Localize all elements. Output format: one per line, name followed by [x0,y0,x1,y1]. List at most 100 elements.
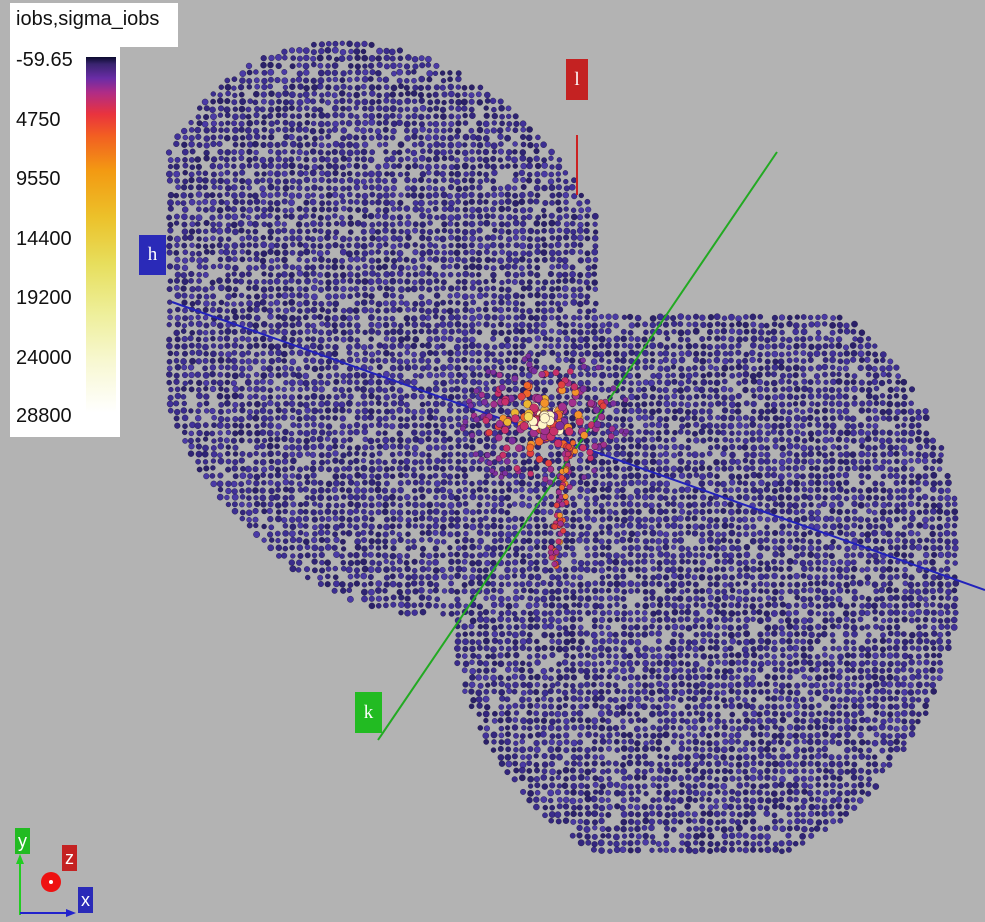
reflection-point [628,443,635,450]
reflection-point [627,343,634,350]
reflection-point [202,271,209,278]
reflection-point [491,221,497,228]
reflection-point [526,495,533,502]
reflection-point [346,387,353,393]
reflection-point [526,553,533,559]
reflection-point [945,516,951,523]
reflection-point [167,227,174,234]
reflection-point [520,134,526,140]
reflection-point [951,530,957,537]
reflection-point [396,387,404,394]
reflection-point [851,373,858,379]
reflection-point [383,315,389,322]
reflection-point [289,358,297,366]
reflection-point [260,358,267,365]
reflection-point [295,278,302,285]
reflection-point [182,307,188,314]
reflection-point [462,487,469,493]
reflection-point [375,84,382,91]
reflection-point [512,163,519,169]
reflection-point [376,92,382,99]
reflection-point [873,494,880,501]
reflection-point [267,349,275,357]
reflection-point [634,451,640,457]
reflection-point [390,515,397,522]
reflection-point [570,241,578,248]
reflection-point [253,371,260,378]
reflection-point [685,314,692,321]
reflection-point [181,400,187,407]
reflection-point [396,465,403,472]
reflection-point [492,344,498,350]
reflection-point [389,351,395,357]
reflection-point [369,149,376,156]
reflection-point [721,531,727,538]
reflection-point [355,401,361,407]
reflection-point [174,392,182,400]
reflection-point [418,300,426,307]
reflection-point [455,242,462,249]
reflection-point [209,473,216,479]
reflection-point [296,270,304,277]
reflection-point [398,459,404,466]
reflection-point [511,156,518,164]
reflection-point [901,474,907,480]
reflection-point [354,314,360,321]
reflection-point [317,77,325,84]
reflection-point [282,285,289,292]
reflection-point [188,278,194,284]
reflection-point [381,487,389,494]
reflection-point [735,349,742,356]
reflection-point [254,437,261,444]
reflection-point [577,234,584,242]
reflection-point [461,479,468,486]
reflection-point [448,378,455,385]
reflection-point [361,141,369,148]
reflection-point [534,552,541,558]
reflection-point [512,306,519,313]
reflection-point [605,327,612,335]
reflection-point [440,78,447,84]
reflection-point [210,221,216,228]
reflection-point [728,473,736,480]
reflection-point [339,473,347,480]
reflection-point [361,278,369,285]
reflection-point [880,458,887,465]
reflection-point [275,544,282,551]
reflection-point [656,407,662,414]
reflection-point [376,105,383,112]
reflection-point [757,343,765,351]
reflection-point [203,219,210,227]
reflection-point [563,343,569,350]
reflection-point [628,322,635,329]
reflection-point [699,473,706,480]
reflection-point [433,127,440,134]
reflection-point [627,551,634,558]
reflection-point [333,84,340,91]
reflection-point [592,243,599,250]
reflection-point [360,458,367,464]
reflection-point [318,135,325,141]
reflection-point [743,400,750,407]
reflection-point [375,538,382,545]
reflection-point [513,488,519,494]
reflection-point [671,320,678,327]
reflection-point [273,278,281,285]
reflection-point [397,480,404,487]
reflection-point [793,343,800,350]
reflection-point [280,314,288,322]
reflection-point [606,480,613,488]
reflection-point [455,501,463,508]
reflection-point [427,99,434,106]
reflection-point [368,241,375,248]
reflection-point [793,357,800,363]
reflection-point [720,450,727,457]
reflection-point [166,249,173,256]
reflection-point [707,428,714,435]
reflection-point [527,487,534,494]
reflection-point [620,553,626,559]
reflection-point [405,192,411,199]
reflection-point [432,472,439,479]
reflection-point [325,373,332,380]
